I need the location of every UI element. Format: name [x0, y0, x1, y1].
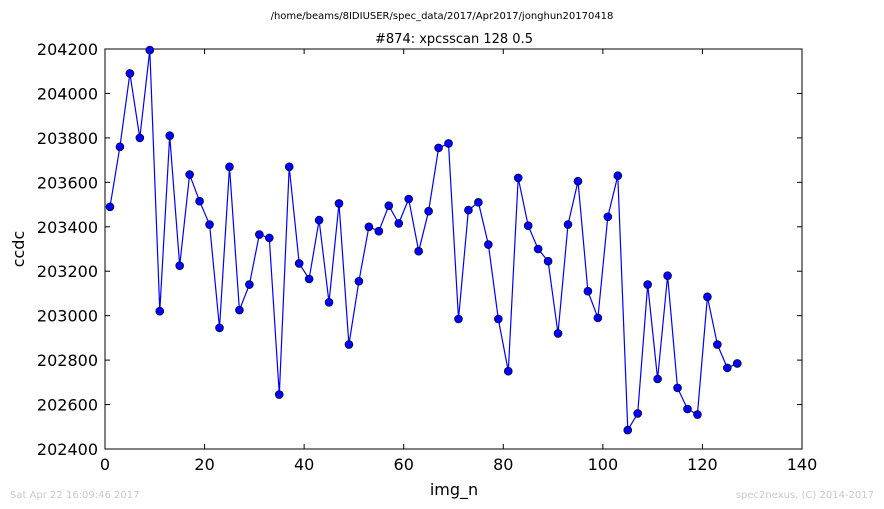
plot-frame [104, 48, 803, 450]
data-point [583, 286, 593, 296]
x-axis-ticks: 0 20 40 60 80 100 120 140 [100, 49, 817, 474]
data-point [494, 314, 503, 324]
data-point [513, 173, 523, 183]
footer-credit: spec2nexus, (C) 2014-2017 [736, 490, 874, 501]
x-tick-label: 20 [194, 455, 214, 474]
data-point [603, 212, 613, 222]
data-point [195, 196, 204, 206]
data-point [314, 215, 324, 225]
data-point [573, 176, 583, 186]
y-tick-label: 202400 [37, 440, 98, 459]
data-point [693, 410, 702, 419]
data-point [683, 404, 692, 414]
chart-title: #874: xpcsscan 128 0.5 [375, 32, 533, 47]
data-point [185, 170, 194, 179]
data-point [543, 256, 553, 266]
data-point [175, 261, 184, 270]
data-point [563, 220, 573, 229]
data-point [474, 198, 483, 207]
data-point [454, 314, 463, 324]
x-tick-label: 0 [100, 455, 110, 474]
y-tick-label: 202800 [37, 351, 98, 370]
data-point [344, 340, 354, 349]
data-point [105, 202, 115, 212]
data-point [732, 359, 742, 368]
y-tick-label: 204200 [37, 40, 98, 59]
y-tick-label: 203400 [37, 218, 98, 237]
data-point [713, 340, 722, 349]
data-point [125, 69, 135, 78]
series-layer [105, 45, 742, 435]
data-point [503, 366, 513, 376]
file-path-title: /home/beams/8IDIUSER/spec_data/2017/Apr2… [271, 11, 614, 22]
data-point [155, 306, 165, 316]
data-point [663, 271, 672, 280]
data-point [414, 246, 423, 256]
data-point [165, 131, 175, 140]
x-tick-label: 80 [493, 455, 513, 474]
x-tick-label: 140 [787, 455, 818, 474]
data-point [703, 292, 712, 302]
data-point [354, 276, 364, 286]
y-axis-label: ccdc [9, 231, 28, 268]
y-tick-label: 203800 [37, 129, 98, 148]
data-point [653, 374, 662, 384]
data-point [553, 329, 563, 338]
y-tick-label: 203600 [37, 173, 98, 192]
data-point [215, 323, 224, 333]
data-point [444, 139, 453, 148]
y-tick-label: 203200 [37, 262, 98, 281]
x-tick-label: 100 [588, 455, 619, 474]
data-point [623, 425, 633, 435]
data-point [484, 240, 493, 249]
data-point [434, 143, 443, 153]
y-tick-label: 202600 [37, 396, 98, 415]
data-point [255, 230, 264, 239]
data-point [394, 219, 404, 228]
data-point [245, 280, 254, 289]
data-point [464, 205, 473, 215]
x-axis-label: img_n [430, 480, 478, 500]
data-point [324, 298, 334, 307]
data-point [294, 259, 304, 268]
data-point [424, 206, 433, 216]
y-axis-ticks: 202400 202600 202800 203000 203200 203400 2036… [37, 40, 802, 459]
data-point [304, 274, 314, 284]
data-point [145, 45, 155, 55]
data-point [673, 383, 682, 393]
data-point [135, 133, 145, 143]
footer-timestamp: Sat Apr 22 16:09:46 2017 [10, 490, 140, 501]
data-point [633, 409, 643, 418]
data-point [523, 221, 533, 230]
data-point [374, 226, 384, 236]
data-point [404, 194, 413, 204]
data-point [384, 201, 394, 210]
data-point [284, 162, 294, 172]
data-point [205, 220, 214, 229]
plot-area [104, 48, 803, 450]
y-tick-label: 204000 [37, 84, 98, 103]
data-point [533, 244, 543, 254]
y-tick-label: 203000 [37, 307, 98, 326]
data-point [364, 222, 374, 232]
data-point [613, 171, 623, 180]
data-point [225, 162, 234, 172]
data-point [235, 305, 244, 315]
x-tick-label: 40 [294, 455, 314, 474]
x-tick-label: 120 [687, 455, 718, 474]
series-line [109, 50, 738, 433]
data-point [115, 142, 125, 152]
data-point [334, 199, 344, 208]
data-point [264, 233, 274, 243]
data-point [274, 390, 284, 399]
x-tick-label: 60 [394, 455, 414, 474]
data-point [643, 280, 652, 289]
data-point [723, 363, 732, 373]
data-point [593, 313, 603, 323]
